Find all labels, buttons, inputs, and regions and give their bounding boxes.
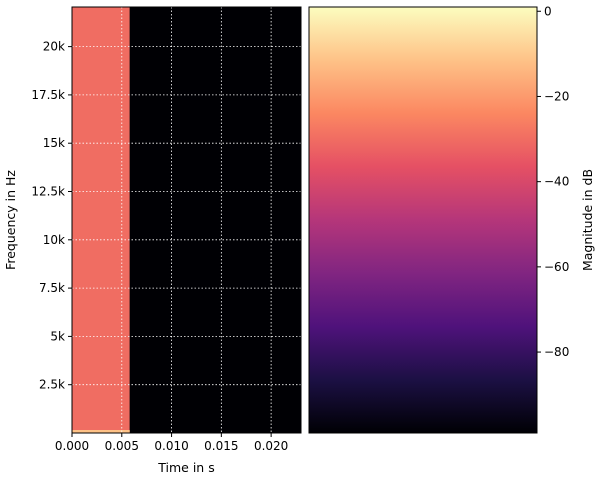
y-tick-label: 20k — [43, 40, 65, 54]
spectrogram-panel: 0.000 0.005 0.010 0.015 0.020 2.5k 5k 7.5k 10k 12… — [3, 6, 302, 475]
y-tick-label: 5k — [50, 329, 65, 343]
colorbar-tick-label: 0 — [544, 4, 552, 18]
y-tick-label: 2.5k — [39, 378, 65, 392]
x-axis-title: Time in s — [157, 460, 214, 475]
colorbar-tick-label: −40 — [544, 175, 569, 189]
colorbar-tick-label: −60 — [544, 260, 569, 274]
y-tick-label: 12.5k — [31, 185, 65, 199]
y-axis-title: Frequency in Hz — [3, 170, 18, 270]
x-tick-label: 0.005 — [105, 439, 139, 453]
colorbar-tick-label: −20 — [544, 89, 569, 103]
colorbar-gradient — [309, 7, 537, 433]
x-tick-label: 0.020 — [254, 439, 288, 453]
colorbar-tick-label: −80 — [544, 345, 569, 359]
colorbar-panel: 0 −20 −40 −60 −80 Magnitude in dB — [308, 4, 595, 434]
heatmap-frame — [71, 6, 302, 434]
x-tick-label: 0.015 — [204, 439, 238, 453]
x-tick-label: 0.010 — [154, 439, 188, 453]
spectrogram-cell-0 — [72, 7, 130, 433]
x-tick-label: 0.000 — [55, 439, 89, 453]
y-tick-label: 15k — [43, 136, 65, 150]
y-tick-label: 7.5k — [39, 281, 65, 295]
colorbar-frame — [308, 6, 538, 434]
spectrogram-cell-1 — [129, 7, 301, 433]
colorbar-title: Magnitude in dB — [580, 169, 595, 271]
y-tick-label: 17.5k — [31, 88, 65, 102]
y-tick-label: 10k — [43, 233, 65, 247]
spectrogram-dc-band — [72, 430, 130, 433]
